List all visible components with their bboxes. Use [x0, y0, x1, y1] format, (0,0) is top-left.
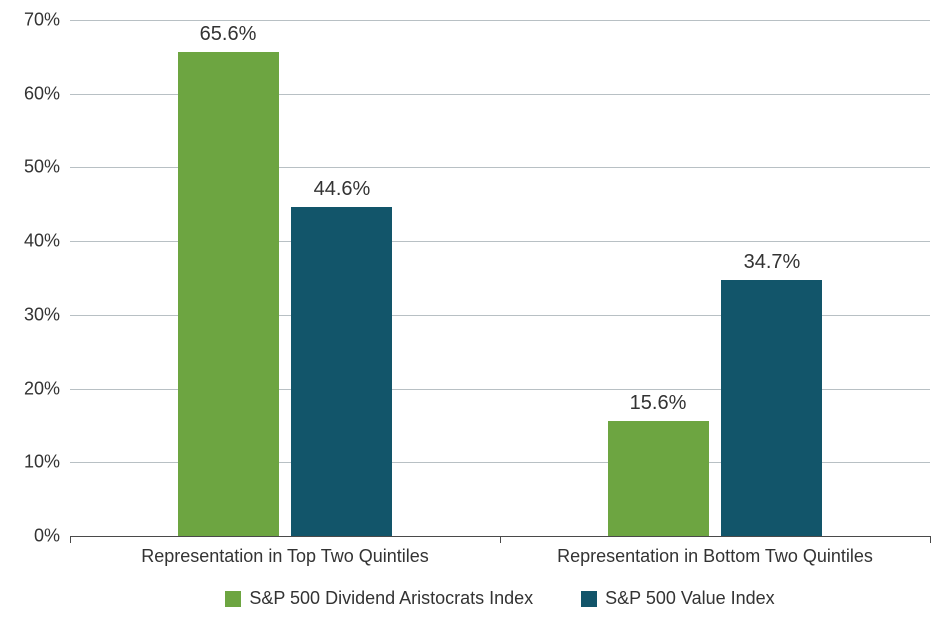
- y-tick-label: 60%: [24, 83, 70, 104]
- y-tick-label: 0%: [34, 526, 70, 547]
- x-category-label: Representation in Top Two Quintiles: [141, 536, 429, 567]
- plot-area: 0%10%20%30%40%50%60%70%65.6%44.6%15.6%34…: [70, 20, 930, 536]
- y-tick-label: 20%: [24, 378, 70, 399]
- bar-value-label: 34.7%: [744, 251, 801, 280]
- bar-value-label: 15.6%: [630, 392, 687, 421]
- legend-label: S&P 500 Dividend Aristocrats Index: [249, 588, 533, 609]
- y-tick-label: 10%: [24, 452, 70, 473]
- bar: [721, 280, 822, 536]
- y-tick-label: 70%: [24, 10, 70, 31]
- y-tick-label: 30%: [24, 304, 70, 325]
- x-tick: [930, 536, 931, 543]
- legend-swatch: [225, 591, 241, 607]
- legend-swatch: [581, 591, 597, 607]
- gridline: [70, 20, 930, 21]
- x-tick: [70, 536, 71, 543]
- quintile-representation-chart: 0% 10% 20% 30% 40% 50% 60% 70% 65.6% 44.6% 15.6% 34…: [0, 0, 950, 623]
- legend-item: S&P 500 Dividend Aristocrats Index: [225, 588, 533, 609]
- legend-label: S&P 500 Value Index: [605, 588, 774, 609]
- x-tick: [500, 536, 501, 543]
- bar: [608, 421, 709, 536]
- bar: [291, 207, 392, 536]
- bar-value-label: 65.6%: [200, 23, 257, 52]
- legend: S&P 500 Dividend Aristocrats Index S&P 50…: [70, 588, 930, 609]
- bar: [178, 52, 279, 536]
- x-category-label: Representation in Bottom Two Quintiles: [557, 536, 873, 567]
- y-tick-label: 40%: [24, 231, 70, 252]
- legend-item: S&P 500 Value Index: [581, 588, 774, 609]
- y-tick-label: 50%: [24, 157, 70, 178]
- bar-value-label: 44.6%: [314, 178, 371, 207]
